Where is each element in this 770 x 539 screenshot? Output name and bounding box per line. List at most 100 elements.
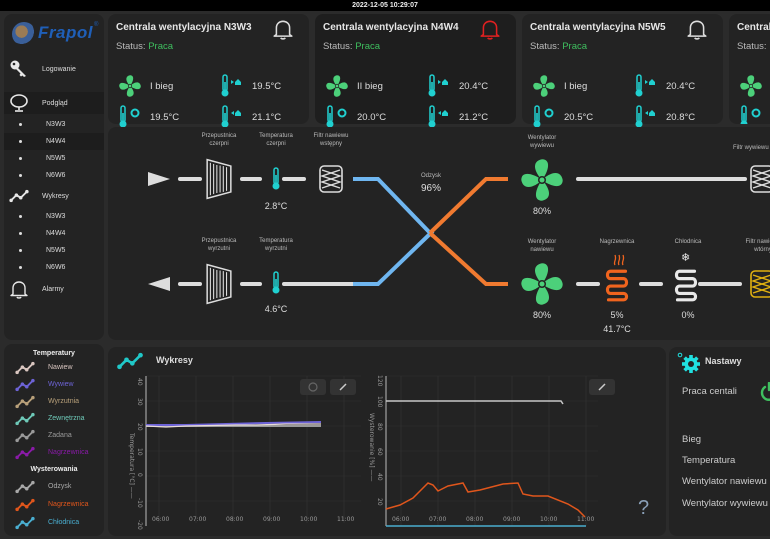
heater-coil-icon [604,267,630,303]
logo-mark [12,22,36,46]
bell-alarm-icon[interactable] [479,18,501,40]
nav-charts[interactable]: Wykresy [4,185,104,207]
exhaust-arrow-icon [148,277,170,291]
svg-text:20: 20 [376,498,383,506]
svg-text:120: 120 [376,375,383,387]
nav-preview-n4w4[interactable]: N4W4 [4,133,104,150]
trend-icon [14,480,36,494]
nav-preview-n5w5[interactable]: N5W5 [4,150,104,167]
help-button[interactable]: ? [638,497,650,519]
svg-text:40: 40 [136,378,143,386]
card-status: Status: Praca [530,41,588,52]
setting-temperature[interactable]: Temperatura [682,455,736,466]
chart-icon [8,189,30,203]
setpoint-thermometer-icon [118,105,140,129]
nav-charts-n4w4[interactable]: N4W4 [4,225,104,242]
recovery-value: 96% [420,183,441,194]
unit-card-n4w4[interactable]: Centrala wentylacyjna N4W4 Status: Praca… [315,14,516,129]
logo: Frapol ® [10,20,100,48]
legend-item-nawiew[interactable]: Nawiew [14,359,73,376]
cooler-coil-icon [673,267,699,303]
trend-icon [14,429,36,443]
nav-alarms[interactable]: Alarmy [4,278,104,300]
nav-preview[interactable]: Podgląd [4,92,104,114]
svg-text:07:00: 07:00 [429,516,446,523]
exhaust-thermometer-icon [220,105,241,129]
svg-text:10: 10 [136,448,143,456]
heater-temp: 41.7°C [603,324,631,334]
snowflake-icon: ❄ [681,252,691,264]
exhaust-damper-icon [205,262,233,306]
speed: I bieg [564,80,588,92]
setpoint-thermometer-icon [739,105,761,124]
svg-text:30: 30 [136,398,143,406]
expand-chart-button[interactable] [330,379,356,395]
svg-text:-20: -20 [136,520,143,530]
expand-chart-button-2[interactable] [589,379,615,395]
trend-icon [14,361,36,375]
svg-text:80: 80 [376,423,383,431]
bell-icon[interactable] [686,18,708,40]
exhaust-temp: 21.2°C [459,111,489,123]
card-title: Centrala wentylacyjna N4W4 [323,22,459,33]
supply-thermometer-icon [634,74,655,98]
legend-item-zewnetrzna[interactable]: Zewnętrzna [14,410,85,427]
supply-thermometer-icon [220,74,241,98]
legend-item-zadana[interactable]: Zadana [14,427,72,444]
svg-text:10:00: 10:00 [300,516,317,523]
setting-speed[interactable]: Bieg [682,434,702,445]
bell-icon[interactable] [272,18,294,40]
nav-charts-n3w3[interactable]: N3W3 [4,208,104,225]
setpoint-temp: 19.5°C [150,111,180,123]
gear-icon [677,352,700,373]
logo-text: Frapol [38,23,93,42]
supply-fan-icon [519,261,565,307]
svg-text:60: 60 [376,448,383,456]
exhaust-filter-icon [749,164,770,194]
nav-preview-n6w6[interactable]: N6W6 [4,167,104,184]
exhaust-thermometer-icon [634,105,655,129]
svg-text:0: 0 [136,473,143,477]
legend-item-wywiew[interactable]: Wywiew [14,376,74,393]
card-status: Status: Praca [737,41,770,52]
expand-icon [339,383,347,391]
legend-item-chlodnica[interactable]: Chłodnica [14,514,79,531]
chart-legend: Temperatury Nawiew Wywiew Wyrzutnia Zewn… [4,344,104,536]
svg-text:09:00: 09:00 [263,516,280,523]
unit-card-n3w3[interactable]: Centrala wentylacyjna N3W3 Status: Praca… [108,14,309,129]
trend-icon [14,446,36,460]
unit-card-n6w6[interactable]: Centrala wentylacyjna N6W6 Status: Praca [729,14,770,124]
circle-icon [308,382,318,392]
setting-supply-fan[interactable]: Wentylator nawiewu [682,476,767,487]
heat-waves-icon [613,254,625,266]
nav-preview-n3w3[interactable]: N3W3 [4,116,104,133]
secondary-filter-icon [749,269,770,299]
intake-thermometer-icon [271,167,281,191]
unit-card-n5w5[interactable]: Centrala wentylacyjna N5W5 Status: Praca… [522,14,723,129]
control-chart[interactable]: 120 100 80 60 40 20 Wysterowanie [%] —— … [368,373,618,533]
trend-icon [14,498,36,512]
nav-login[interactable]: Logowanie [4,58,104,80]
trend-icon [14,516,36,530]
svg-text:Wysterowanie [%] ——: Wysterowanie [%] —— [368,413,375,482]
nav-charts-n6w6[interactable]: N6W6 [4,259,104,276]
svg-text:11:00: 11:00 [577,516,594,523]
speed: I bieg [150,80,174,92]
reset-zoom-button[interactable] [300,379,326,395]
legend-item-nagrzewnica-temp[interactable]: Nagrzewnica [14,444,88,461]
setting-exhaust-fan[interactable]: Wentylator wywiewu [682,498,768,509]
setpoint-temp: 20.5°C [564,111,594,123]
legend-item-nagrzewnica[interactable]: Nagrzewnica [14,496,88,513]
exhaust-thermometer-icon [427,105,448,129]
legend-item-odzysk[interactable]: Odzysk [14,478,71,495]
top-bar: 2022-12-05 10:29:07 [0,0,770,11]
card-status: Status: Praca [323,41,381,52]
power-toggle-icon[interactable] [759,382,770,402]
intake-damper-icon [205,157,233,201]
nav-charts-n5w5[interactable]: N5W5 [4,242,104,259]
svg-text:06:00: 06:00 [392,516,409,523]
temperature-chart[interactable]: 40 30 20 10 0 -10 -20 Temperatura [°C] —… [116,373,366,533]
fan-icon [118,74,142,98]
intake-temp: 2.8°C [264,201,288,211]
legend-item-wyrzutnia[interactable]: Wyrzutnia [14,393,79,410]
